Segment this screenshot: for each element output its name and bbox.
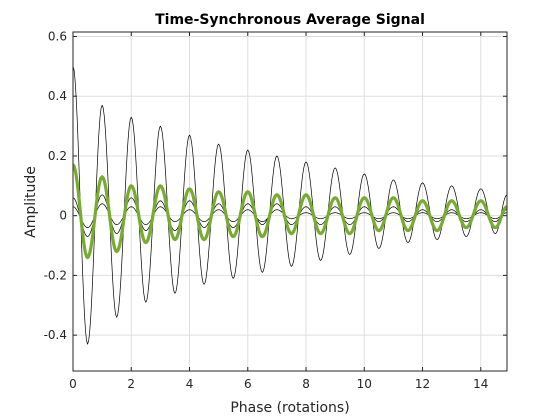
axes-box bbox=[72, 31, 508, 372]
y-axis-label: Amplitude bbox=[23, 166, 39, 238]
series-line-4 bbox=[73, 163, 507, 260]
series-line-1 bbox=[73, 66, 507, 345]
x-tick-label: 8 bbox=[302, 377, 310, 391]
x-tick-label: 4 bbox=[186, 377, 194, 391]
y-tick-label: 0.4 bbox=[48, 89, 67, 103]
y-tick-label: -0.4 bbox=[44, 328, 67, 342]
x-axis-label: Phase (rotations) bbox=[230, 400, 349, 416]
x-tick-label: 12 bbox=[415, 377, 430, 391]
x-tick-label: 14 bbox=[473, 377, 488, 391]
series-line-3 bbox=[73, 203, 507, 228]
x-tick-label: 0 bbox=[69, 377, 77, 391]
y-tick-label: 0 bbox=[59, 209, 67, 223]
series-line-2 bbox=[73, 194, 507, 237]
x-tick-label: 2 bbox=[127, 377, 135, 391]
x-tick-label: 6 bbox=[244, 377, 252, 391]
plot-area bbox=[73, 32, 507, 371]
x-tick-label: 10 bbox=[357, 377, 372, 391]
y-tick-label: 0.6 bbox=[48, 29, 67, 43]
y-tick-label: -0.2 bbox=[44, 268, 67, 282]
series-group bbox=[73, 66, 507, 345]
axis-ticks: 0 2 4 6 8 10 12 14 -0.4 -0.2 0 0.2 0.4 0.6 bbox=[44, 29, 507, 391]
chart-title: Time-Synchronous Average Signal bbox=[155, 12, 425, 28]
y-tick-label: 0.2 bbox=[48, 149, 67, 163]
